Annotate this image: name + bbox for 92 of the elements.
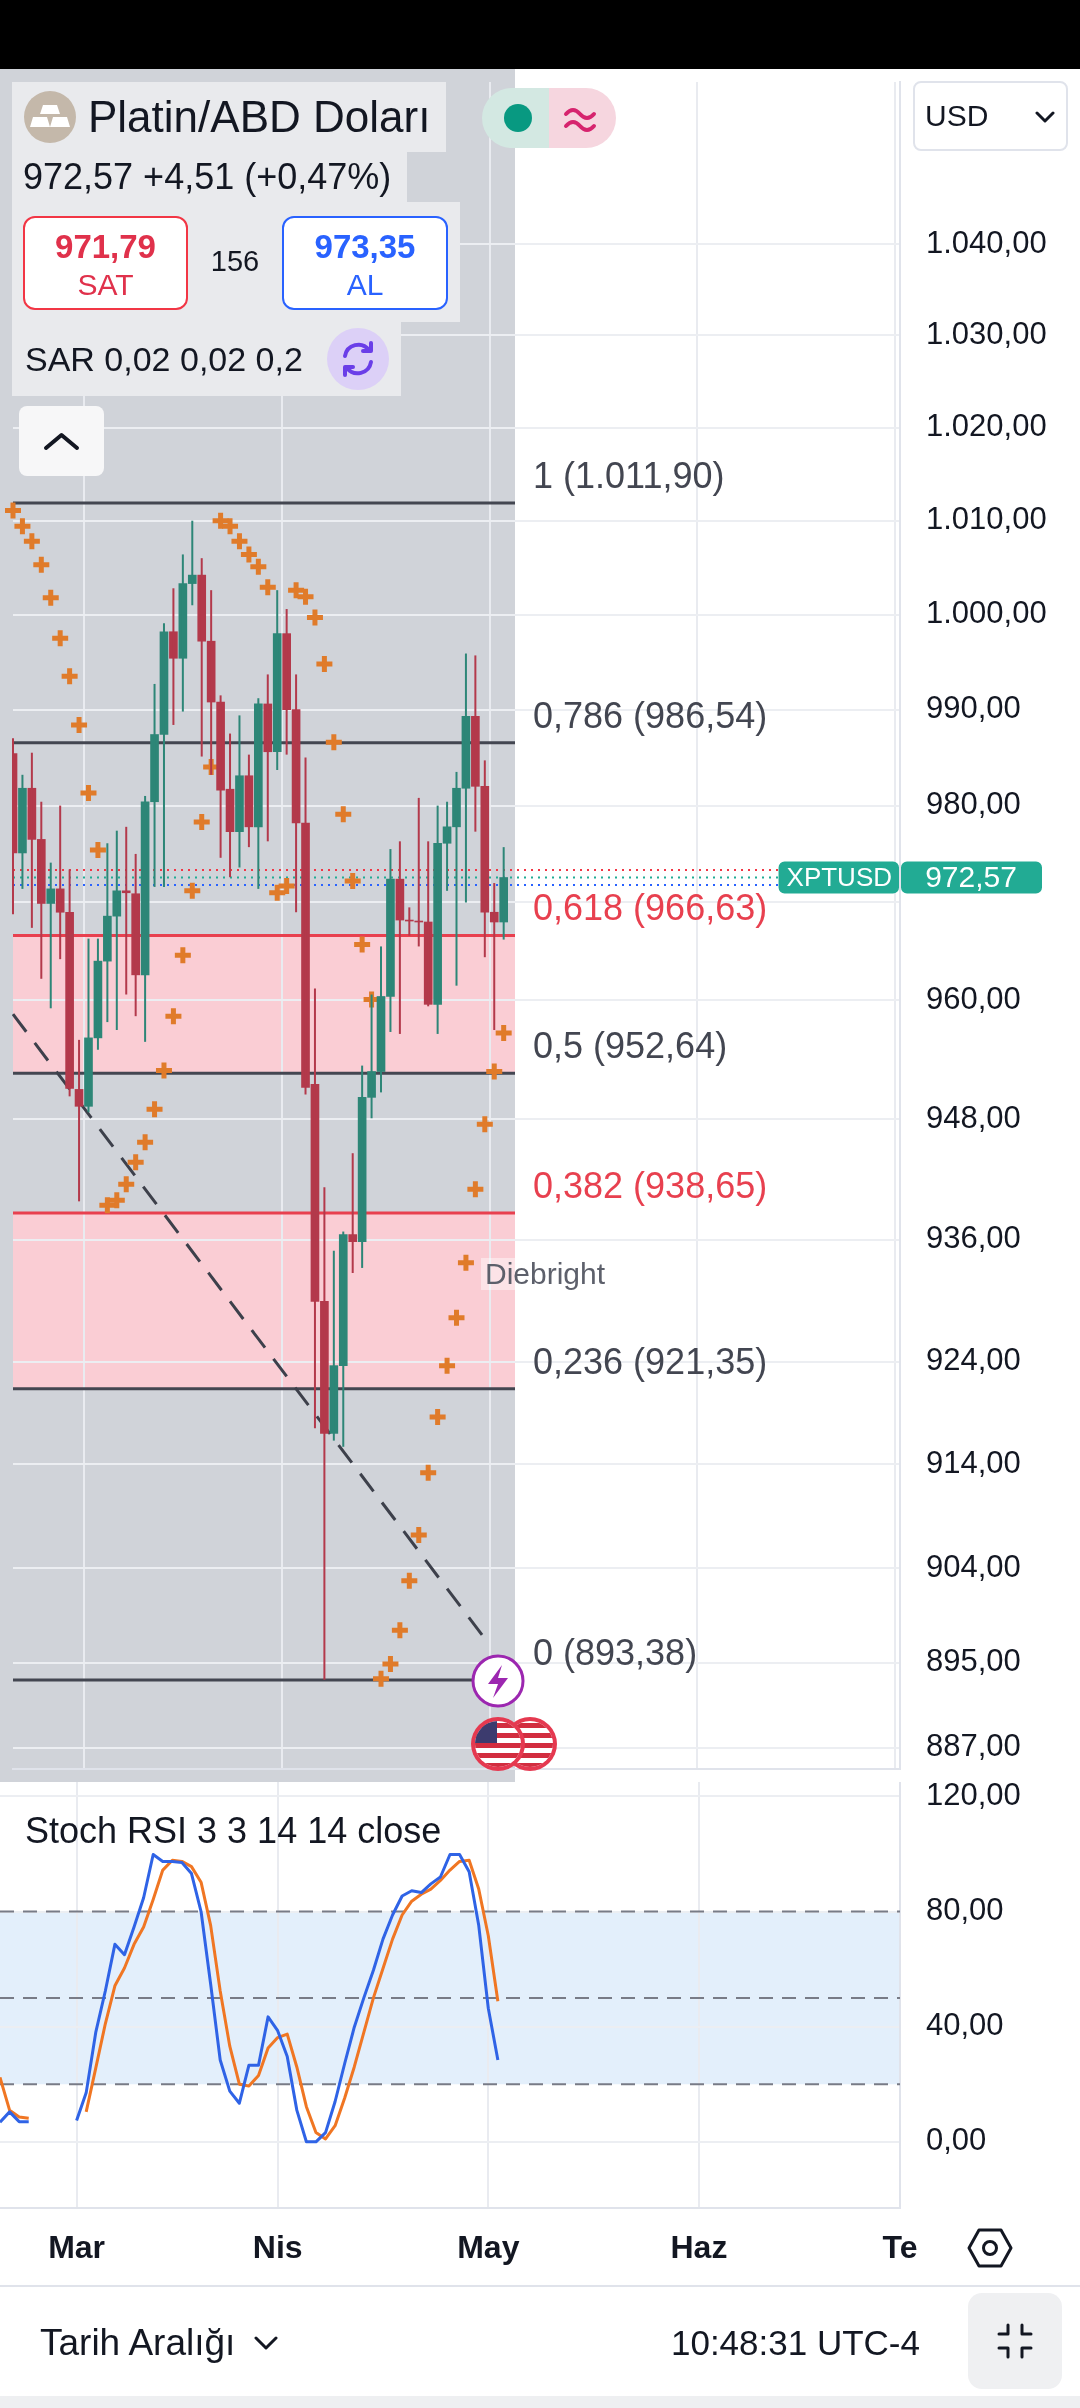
point xyxy=(30,554,52,576)
ref-line-label: 0,5 (952,64) xyxy=(533,1025,728,1067)
y-tick-label: 80,00 xyxy=(926,1892,1004,1928)
x-tick-label: Te xyxy=(882,2229,918,2266)
point xyxy=(332,803,354,825)
point xyxy=(493,1022,515,1044)
point xyxy=(172,944,194,966)
point xyxy=(398,1570,420,1592)
y-tick-label: 948,00 xyxy=(926,1099,1021,1135)
point xyxy=(144,1098,166,1120)
ref-line-label: 0,236 (921,35) xyxy=(533,1340,768,1382)
annotation: SAT xyxy=(76,268,135,301)
point xyxy=(125,1151,147,1173)
header-panel: 972,57 +4,51 (+0,47%) xyxy=(12,152,408,202)
ref-line-label: 0,618 (966,63) xyxy=(533,887,768,929)
currency-dropdown: USD xyxy=(913,81,1068,151)
ref-line-label: 1 (1.011,90) xyxy=(533,454,725,496)
y-tick-label: 936,00 xyxy=(926,1220,1021,1256)
point xyxy=(134,1131,156,1153)
point xyxy=(389,1619,411,1641)
annotation: AL xyxy=(345,268,385,301)
candlestick xyxy=(121,825,131,996)
text: Stoch RSI 3 3 14 14 close xyxy=(25,1810,442,1851)
point xyxy=(49,627,71,649)
point xyxy=(2,499,24,521)
x-tick-label: Haz xyxy=(670,2229,728,2266)
y-tick-label: 960,00 xyxy=(926,980,1021,1016)
x-tick-label: Mar xyxy=(48,2229,106,2266)
annotation: 973,35 xyxy=(313,228,417,265)
y-tick-label: 1.040,00 xyxy=(926,224,1047,260)
header-panel: Platin/ABD Doları xyxy=(12,82,447,152)
annotation: 156 xyxy=(209,245,261,277)
point xyxy=(59,665,81,687)
point xyxy=(191,811,213,833)
point xyxy=(40,587,62,609)
header-panel: SAR 0,02 0,02 0,2 xyxy=(12,322,401,396)
x-tick-label: May xyxy=(457,2229,520,2266)
y-tick-label: 895,00 xyxy=(926,1643,1021,1679)
point xyxy=(21,530,43,552)
point xyxy=(87,839,109,861)
point xyxy=(304,607,326,629)
point xyxy=(162,1005,184,1027)
point xyxy=(342,870,364,892)
point xyxy=(257,576,279,598)
point xyxy=(427,1406,449,1428)
chart-title: Platin/ABD Doları xyxy=(88,92,431,141)
point xyxy=(115,1173,137,1195)
point xyxy=(323,731,345,753)
ref-line-label: XPTUSD xyxy=(786,861,892,892)
ref-line-label: 0,382 (938,65) xyxy=(533,1164,768,1206)
point xyxy=(370,1668,392,1690)
y-tick-label: 120,00 xyxy=(926,1776,1021,1812)
sell-button: 971,79 SAT xyxy=(23,216,188,310)
ref-line-label: 0,786 (986,54) xyxy=(533,694,768,736)
y-tick-label: 904,00 xyxy=(926,1548,1021,1584)
point xyxy=(276,875,298,897)
annotation: 971,79 xyxy=(54,228,157,265)
text: 972,57 xyxy=(925,859,1017,893)
y-tick-label: 887,00 xyxy=(926,1728,1021,1764)
ref-line-label: 0 (893,38) xyxy=(533,1631,698,1673)
y-tick-label: 990,00 xyxy=(926,690,1021,726)
buy-button: 973,35 AL xyxy=(282,216,448,310)
point xyxy=(379,1653,401,1675)
point xyxy=(181,880,203,902)
x-tick-label: Nis xyxy=(252,2229,303,2266)
y-tick-label: 980,00 xyxy=(926,786,1021,822)
point xyxy=(417,1462,439,1484)
point xyxy=(408,1524,430,1546)
point xyxy=(106,1189,128,1211)
y-tick-label: 40,00 xyxy=(926,2007,1004,2043)
annotation: Diebright xyxy=(481,1257,610,1290)
y-tick-label: 1.010,00 xyxy=(926,501,1047,537)
point xyxy=(436,1355,458,1377)
point xyxy=(313,653,335,675)
point xyxy=(153,1060,175,1082)
point xyxy=(266,882,288,904)
point xyxy=(464,1178,486,1200)
y-tick-label: 924,00 xyxy=(926,1342,1021,1378)
point xyxy=(68,714,90,736)
point xyxy=(483,1061,505,1083)
annotation: SAR 0,02 0,02 0,2 xyxy=(25,340,303,378)
point xyxy=(446,1307,467,1329)
point xyxy=(455,1252,477,1274)
point xyxy=(351,933,373,955)
point xyxy=(77,782,99,804)
y-tick-label: 914,00 xyxy=(926,1444,1021,1480)
y-tick-label: 1.030,00 xyxy=(926,315,1047,351)
y-tick-label: 0,00 xyxy=(926,2122,987,2158)
y-tick-label: 1.000,00 xyxy=(926,595,1047,631)
point xyxy=(11,515,33,537)
y-tick-label: 1.020,00 xyxy=(926,408,1047,444)
point xyxy=(474,1113,496,1135)
